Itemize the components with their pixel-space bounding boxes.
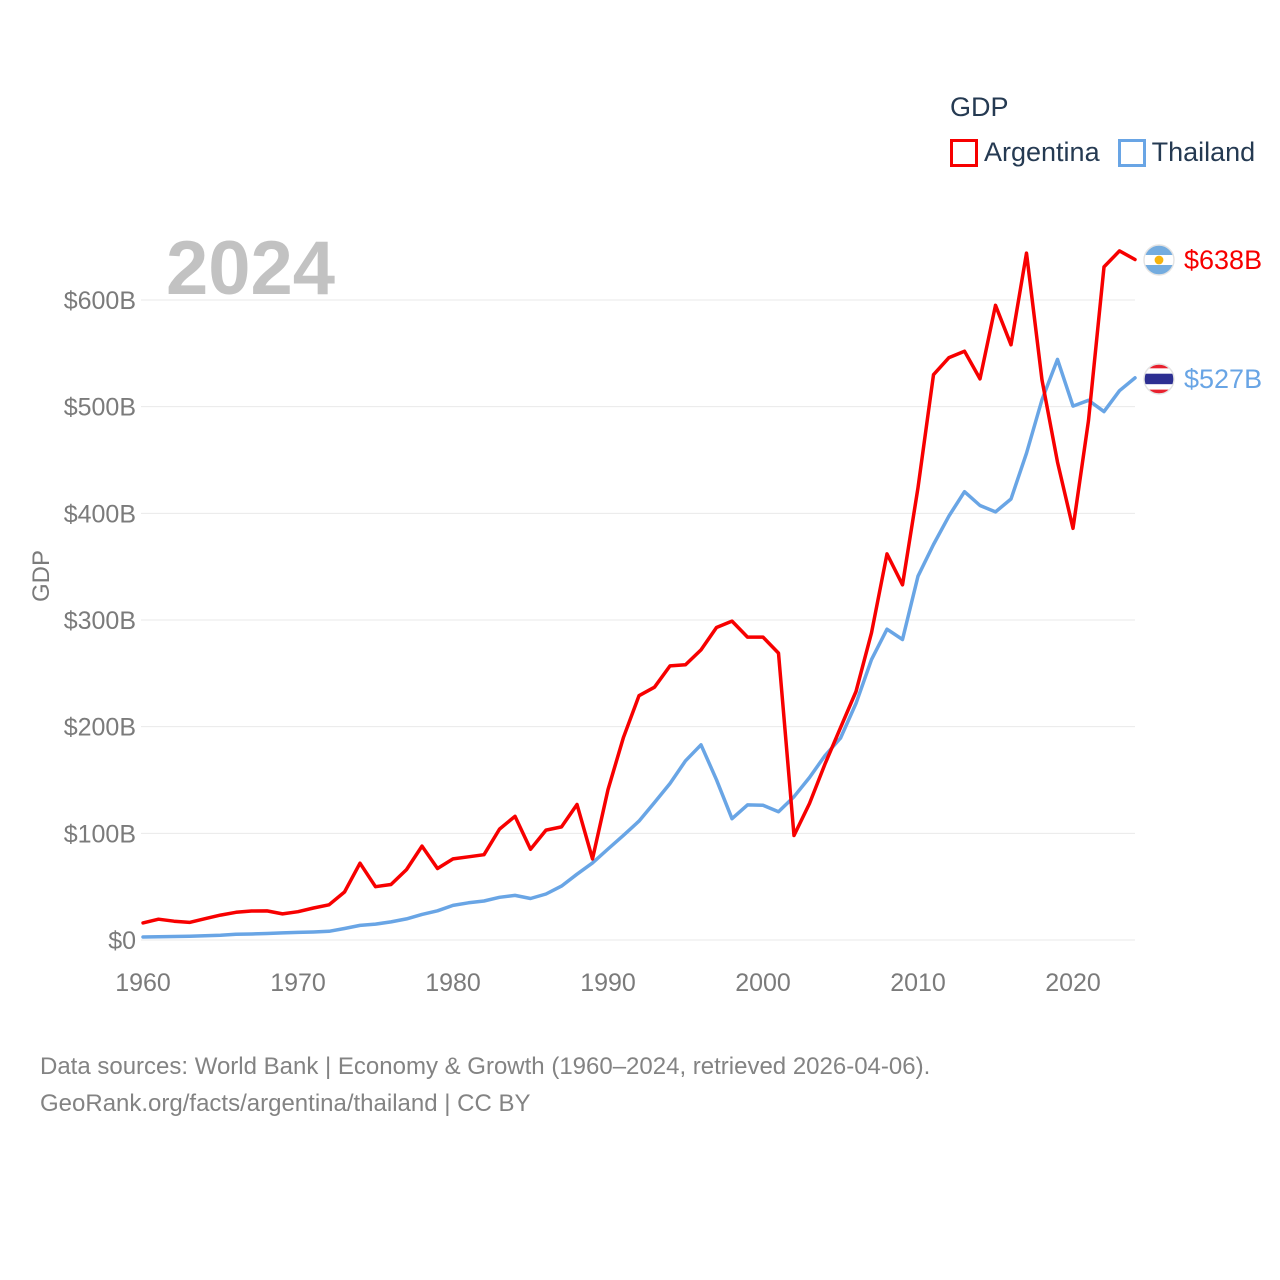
y-tick-label: $0 [108, 927, 136, 955]
footer-attribution-line: GeoRank.org/facts/argentina/thailand | C… [40, 1090, 531, 1117]
argentina-end-label: $638B [1143, 243, 1262, 277]
y-axis-title: GDP [28, 549, 55, 603]
argentina-end-value: $638B [1184, 244, 1263, 275]
y-tick-label: $400B [64, 500, 136, 528]
legend-label-thailand: Thailand [1151, 137, 1256, 167]
legend-title: GDP [950, 92, 1009, 122]
footer-sources-line: Data sources: World Bank | Economy & Gro… [40, 1053, 931, 1080]
year-watermark: 2024 [166, 226, 336, 311]
footer: Data sources: World Bank | Economy & Gro… [40, 1048, 930, 1122]
argentina-gdp-line [141, 249, 1137, 925]
y-tick-label: $100B [64, 820, 136, 848]
x-tick-label: 2010 [890, 969, 946, 997]
y-tick-label: $300B [64, 607, 136, 635]
y-tick-label: $500B [64, 394, 136, 422]
legend-items: Argentina Thailand [950, 137, 1255, 168]
x-tick-label: 2000 [735, 969, 791, 997]
thailand-gdp-line [141, 357, 1137, 939]
x-tick-label: 1960 [115, 969, 171, 997]
argentina-series-swatch-icon [950, 138, 978, 167]
thailand-series-swatch-icon [1117, 138, 1146, 167]
y-tick-label: $600B [64, 287, 136, 315]
thailand-end-label: $527B [1143, 362, 1262, 396]
legend-label-argentina: Argentina [984, 137, 1100, 167]
legend-item-argentina[interactable]: Argentina [950, 137, 1100, 168]
legend: GDP Argentina Thailand [950, 92, 1255, 168]
thailand-end-value: $527B [1184, 363, 1263, 394]
legend-item-thailand[interactable]: Thailand [1117, 137, 1256, 168]
x-tick-label: 1980 [425, 969, 481, 997]
x-tick-label: 1970 [270, 969, 326, 997]
argentina-flag-icon [1143, 244, 1175, 276]
thailand-flag-icon [1143, 363, 1175, 395]
y-tick-label: $200B [64, 714, 136, 742]
x-tick-label: 1990 [580, 969, 636, 997]
x-tick-label: 2020 [1045, 969, 1101, 997]
